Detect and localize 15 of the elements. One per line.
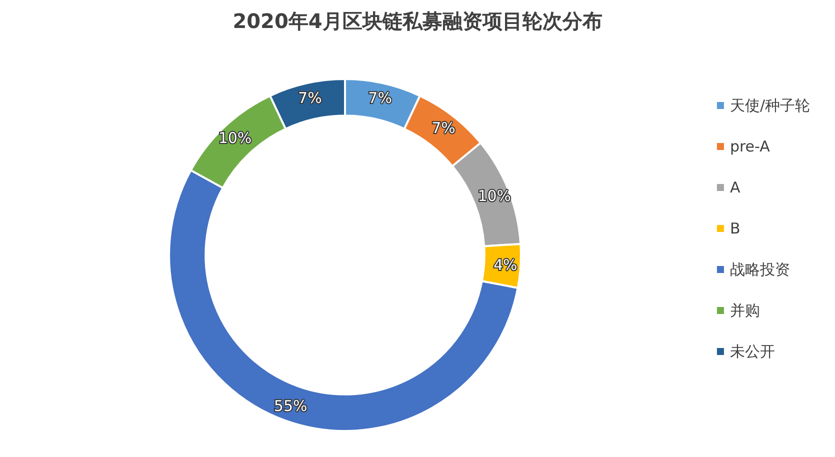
legend-label: 天使/种子轮 bbox=[730, 96, 810, 114]
data-label: 4% bbox=[493, 256, 518, 274]
legend-label: 战略投资 bbox=[730, 260, 790, 278]
data-label: 10% bbox=[478, 186, 512, 205]
data-label: 7% bbox=[432, 119, 456, 138]
data-label: 10% bbox=[218, 128, 252, 147]
data-label: 7% bbox=[298, 89, 322, 108]
legend-label: B bbox=[730, 220, 740, 238]
data-label: 7% bbox=[368, 89, 392, 108]
legend-label: 未公开 bbox=[730, 342, 775, 360]
legend-label: 并购 bbox=[730, 302, 760, 320]
chart-title: 2020年4月区块链私募融资项目轮次分布 bbox=[232, 9, 602, 33]
legend-label: pre-A bbox=[730, 138, 771, 156]
legend-label: A bbox=[730, 178, 741, 196]
data-label: 55% bbox=[274, 397, 308, 416]
